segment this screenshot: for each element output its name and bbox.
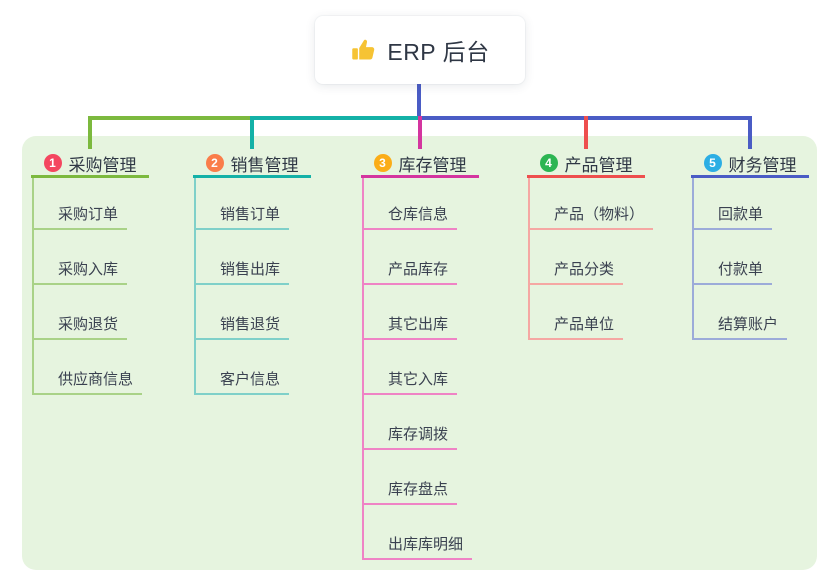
- thumbs-up-icon: [350, 37, 377, 64]
- branch-label: 财务管理: [728, 155, 797, 175]
- branch-badge: 3: [373, 154, 392, 172]
- branch-badge: 5: [703, 154, 722, 172]
- child-node[interactable]: 销售退货: [194, 314, 290, 340]
- child-node[interactable]: 供应商信息: [32, 369, 143, 395]
- child-label: 库存调拨: [388, 426, 449, 443]
- child-connector-line: [362, 178, 364, 558]
- child-node[interactable]: 回款单: [692, 204, 773, 230]
- branch-drop-line: [748, 116, 752, 149]
- child-node[interactable]: 客户信息: [194, 369, 290, 395]
- child-label: 其它入库: [388, 371, 449, 388]
- branch-badge: 1: [43, 154, 62, 172]
- child-node[interactable]: 销售出库: [194, 259, 290, 285]
- child-label: 其它出库: [388, 316, 449, 333]
- branch-node-4[interactable]: 4 产品管理: [527, 151, 645, 178]
- branch-label: 产品管理: [564, 155, 633, 175]
- child-label: 客户信息: [220, 371, 281, 388]
- child-label: 产品（物料）: [554, 206, 645, 223]
- child-connector-line: [692, 178, 694, 338]
- child-label: 结算账户: [718, 316, 779, 333]
- root-node[interactable]: ERP 后台: [315, 16, 525, 84]
- branch-drop-line: [584, 116, 588, 149]
- child-label: 产品库存: [388, 261, 449, 278]
- branch-node-5[interactable]: 5 财务管理: [691, 151, 809, 178]
- child-node[interactable]: 出库库明细: [362, 534, 473, 560]
- child-node[interactable]: 仓库信息: [362, 204, 458, 230]
- child-label: 采购订单: [58, 206, 119, 223]
- child-node[interactable]: 产品单位: [528, 314, 624, 340]
- branch-label: 采购管理: [68, 155, 137, 175]
- child-label: 销售退货: [220, 316, 281, 333]
- child-label: 付款单: [718, 261, 764, 278]
- child-node[interactable]: 付款单: [692, 259, 773, 285]
- child-label: 供应商信息: [58, 371, 134, 388]
- branch-badge: 4: [539, 154, 558, 172]
- branch-node-3[interactable]: 3 库存管理: [361, 151, 479, 178]
- child-node[interactable]: 采购入库: [32, 259, 128, 285]
- bus-segment-line: [252, 116, 420, 120]
- child-label: 回款单: [718, 206, 764, 223]
- branch-drop-line: [250, 116, 254, 149]
- branch-node-1[interactable]: 1 采购管理: [31, 151, 149, 178]
- child-label: 出库库明细: [388, 536, 464, 553]
- root-title: ERP 后台: [387, 39, 490, 65]
- child-node[interactable]: 结算账户: [692, 314, 788, 340]
- branch-label: 库存管理: [398, 155, 467, 175]
- child-label: 库存盘点: [388, 481, 449, 498]
- child-node[interactable]: 其它入库: [362, 369, 458, 395]
- child-node[interactable]: 产品分类: [528, 259, 624, 285]
- child-connector-line: [194, 178, 196, 393]
- child-node[interactable]: 采购退货: [32, 314, 128, 340]
- child-node[interactable]: 产品（物料）: [528, 204, 654, 230]
- branch-drop-line: [418, 116, 422, 149]
- child-node[interactable]: 产品库存: [362, 259, 458, 285]
- background-panel: [22, 136, 817, 570]
- branch-badge: 2: [205, 154, 224, 172]
- bus-segment-line: [88, 116, 252, 120]
- child-label: 销售出库: [220, 261, 281, 278]
- child-node[interactable]: 库存调拨: [362, 424, 458, 450]
- child-label: 销售订单: [220, 206, 281, 223]
- root-stem-line: [417, 84, 421, 120]
- child-node[interactable]: 采购订单: [32, 204, 128, 230]
- child-connector-line: [528, 178, 530, 338]
- branch-drop-line: [88, 116, 92, 149]
- child-label: 产品分类: [554, 261, 615, 278]
- child-label: 产品单位: [554, 316, 615, 333]
- child-node[interactable]: 其它出库: [362, 314, 458, 340]
- child-label: 仓库信息: [388, 206, 449, 223]
- child-node[interactable]: 销售订单: [194, 204, 290, 230]
- child-connector-line: [32, 178, 34, 393]
- child-label: 采购退货: [58, 316, 119, 333]
- child-label: 采购入库: [58, 261, 119, 278]
- branch-node-2[interactable]: 2 销售管理: [193, 151, 311, 178]
- branch-label: 销售管理: [230, 155, 299, 175]
- child-node[interactable]: 库存盘点: [362, 479, 458, 505]
